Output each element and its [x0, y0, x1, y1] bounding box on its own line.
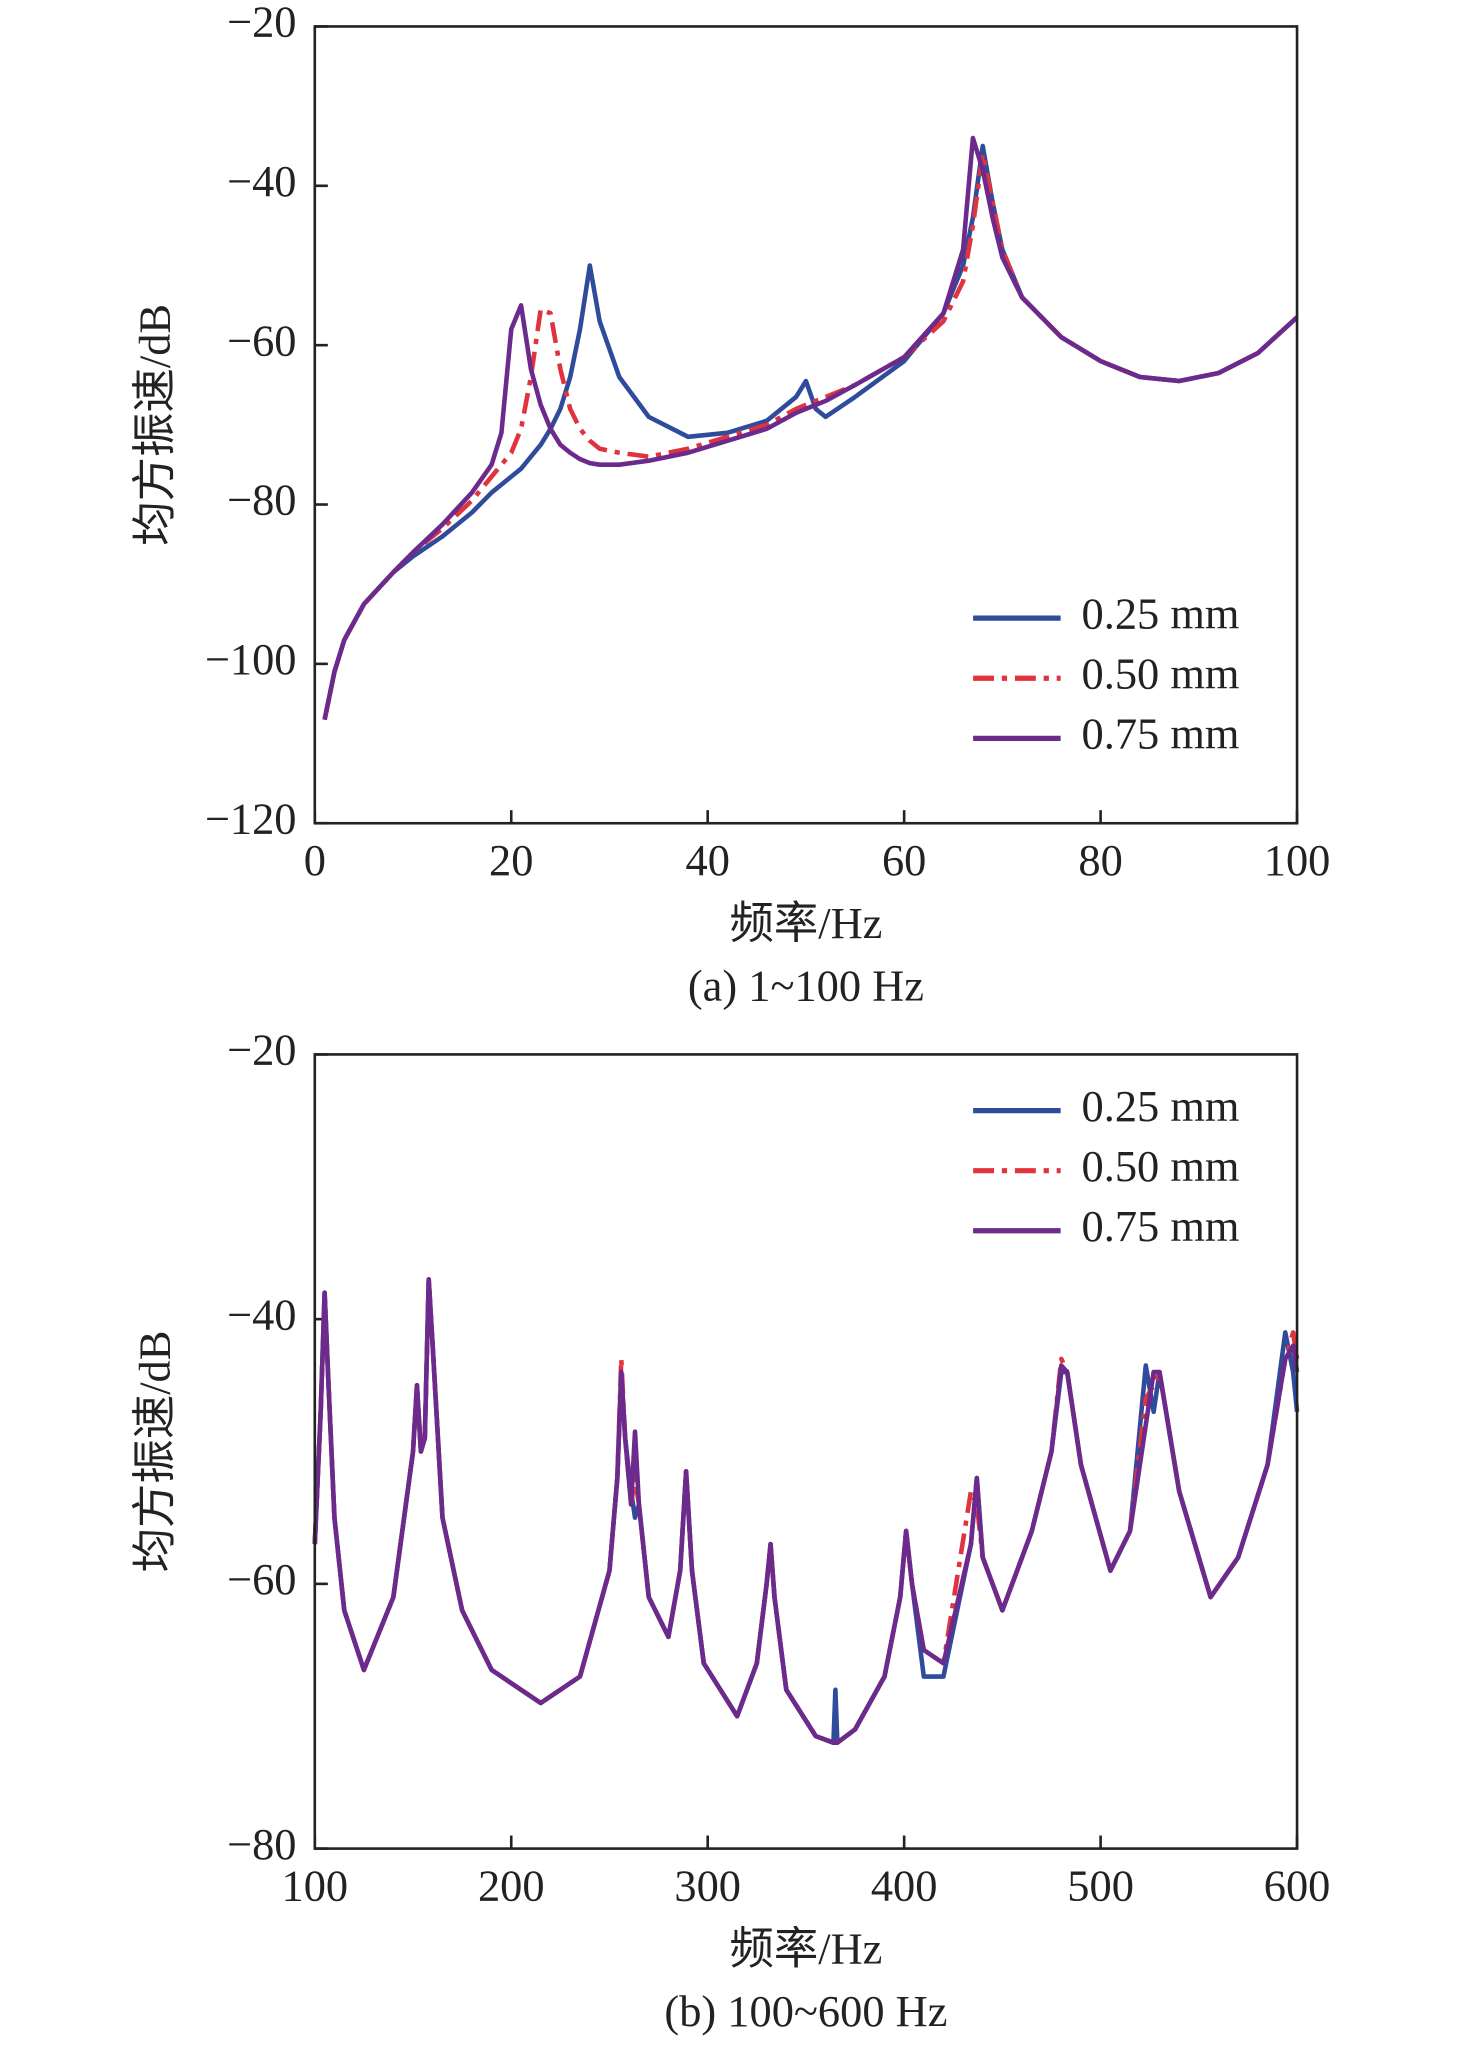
x-tick-label: 200 [478, 1861, 545, 1911]
x-tick-label: 80 [1078, 835, 1122, 885]
legend-label: 0.25 mm [1082, 1081, 1240, 1131]
caption: (b) 100~600 Hz [664, 1986, 947, 2036]
y-tick-label: −20 [227, 0, 296, 47]
y-tick-label: −60 [227, 1554, 296, 1604]
x-tick-label: 500 [1067, 1861, 1134, 1911]
y-tick-label: −20 [227, 1025, 296, 1075]
y-tick-label: −40 [227, 156, 296, 206]
x-tick-label: 40 [685, 835, 729, 885]
x-tick-label: 100 [1264, 835, 1331, 885]
x-axis-label: 频率/Hz [729, 1923, 882, 1973]
legend-label: 0.75 mm [1082, 709, 1240, 759]
y-tick-label: −80 [227, 475, 296, 525]
x-axis-label: 频率/Hz [729, 898, 882, 948]
plot-frame [313, 1053, 1299, 1850]
series-line [322, 135, 1299, 721]
y-axis-label: 均方振速/dB [130, 1331, 180, 1573]
plot-frame [313, 25, 1299, 825]
y-axis-label: 均方振速/dB [130, 304, 180, 546]
y-tick-label: −60 [227, 315, 296, 365]
y-tick-label: −120 [205, 793, 297, 843]
series-line [312, 1277, 1300, 1745]
x-tick-label: 400 [871, 1861, 938, 1911]
x-tick-label: 20 [489, 835, 533, 885]
x-tick-label: 600 [1264, 1861, 1331, 1911]
legend-label: 0.50 mm [1082, 1141, 1240, 1191]
y-tick-label: −80 [227, 1819, 296, 1869]
x-tick-label: 0 [304, 835, 326, 885]
series-line [312, 1277, 1300, 1745]
y-tick-label: −100 [205, 634, 297, 684]
legend-label: 0.25 mm [1082, 588, 1240, 638]
legend-label: 0.75 mm [1082, 1201, 1240, 1251]
y-tick-label: −40 [227, 1289, 296, 1339]
x-tick-label: 60 [882, 835, 926, 885]
legend-label: 0.50 mm [1082, 648, 1240, 698]
caption: (a) 1~100 Hz [688, 961, 924, 1011]
x-tick-label: 300 [674, 1861, 741, 1911]
series-line [312, 1277, 1300, 1745]
x-tick-label: 100 [281, 1861, 348, 1911]
